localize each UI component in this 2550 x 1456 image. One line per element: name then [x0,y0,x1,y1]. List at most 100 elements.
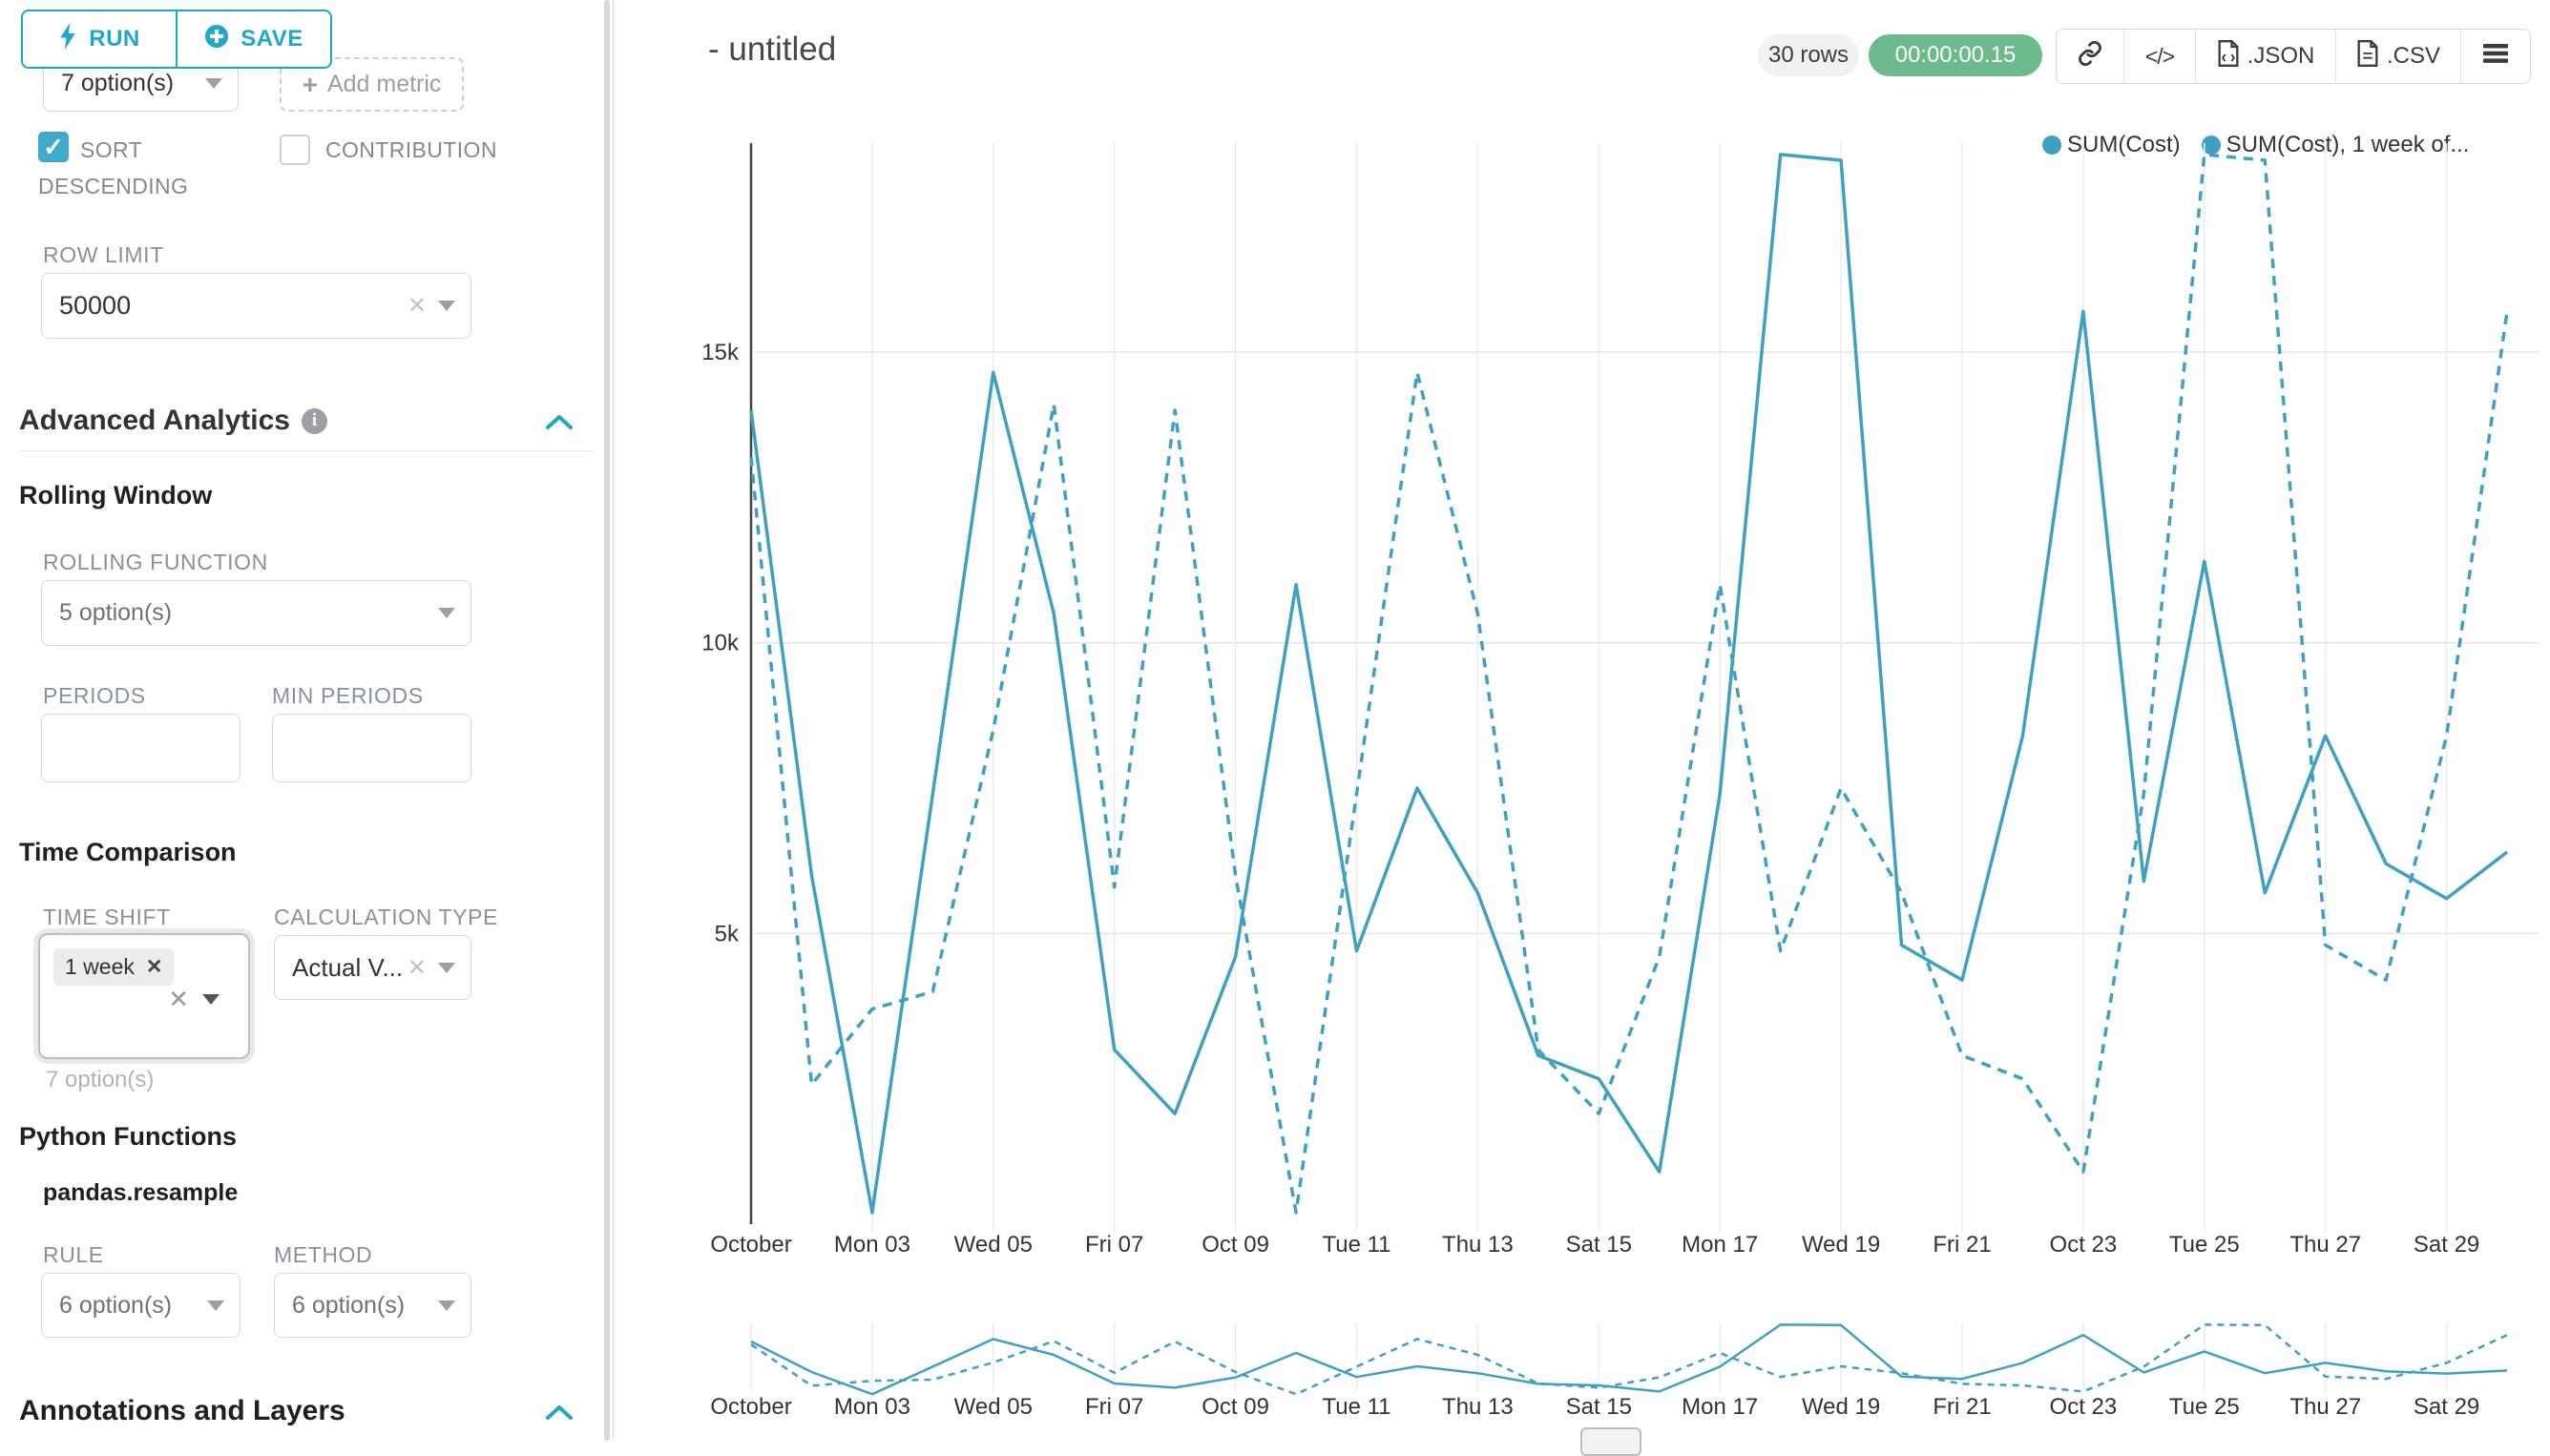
svg-text:Oct 09: Oct 09 [1202,1394,1269,1420]
calculation-type-value: Actual V... [292,952,404,982]
svg-text:Wed 19: Wed 19 [1802,1394,1880,1420]
chevron-down-icon [438,301,455,311]
rule-select[interactable]: 6 option(s) [41,1273,240,1338]
svg-text:October: October [710,1394,791,1420]
clear-icon[interactable]: ✕ [407,293,427,319]
row-limit-select[interactable]: 50000 ✕ [41,273,471,339]
chart-menu-button[interactable] [2460,30,2530,83]
save-button-label: SAVE [240,26,303,52]
chart-title[interactable]: - untitled [708,31,837,68]
time-series-chart[interactable]: 5k 10k 15k October Mon 03 Wed 05 Fri 07 Oct 09 T… [620,124,2550,1279]
svg-text:Tue 11: Tue 11 [1322,1394,1390,1420]
add-metric-button[interactable]: + Add metric [280,57,464,112]
clear-icon[interactable]: ✕ [168,985,189,1013]
link-icon [2077,40,2103,73]
clear-icon[interactable]: ✕ [407,954,427,981]
copy-link-button[interactable] [2057,30,2123,83]
export-csv-button[interactable]: .CSV [2335,30,2460,83]
min-periods-label: MIN PERIODS [272,683,424,708]
run-button[interactable]: RUN [23,11,176,67]
chart-legend: SUM(Cost) SUM(Cost), 1 week of... [2042,132,2469,158]
chevron-down-icon [207,1300,224,1311]
time-shift-select[interactable]: 1 week ✕ ✕ [38,933,250,1059]
rolling-window-title: Rolling Window [19,481,213,510]
svg-text:Sat 29: Sat 29 [2414,1394,2479,1420]
svg-text:Fri 21: Fri 21 [1933,1394,1991,1420]
legend-label: SUM(Cost) [2067,132,2181,157]
hamburger-menu-icon [2483,43,2508,71]
mini-overview-chart[interactable]: October Mon 03 Wed 05 Fri 07 Oct 09 Tue 11 Thu… [620,1298,2550,1441]
svg-text:Mon 03: Mon 03 [834,1232,910,1258]
run-save-button-group: RUN SAVE [21,10,332,69]
embed-code-button[interactable]: </> [2123,30,2195,83]
svg-text:Fri 07: Fri 07 [1085,1232,1143,1258]
svg-text:Oct 23: Oct 23 [2050,1394,2118,1420]
svg-text:October: October [710,1232,791,1258]
svg-text:15k: 15k [701,340,740,365]
tag-remove-icon[interactable]: ✕ [145,956,163,978]
min-periods-input[interactable] [272,714,471,782]
svg-text:Wed 05: Wed 05 [954,1232,1033,1258]
chevron-up-icon[interactable] [546,1395,573,1427]
time-shift-label: TIME SHIFT [43,905,171,929]
rolling-function-select[interactable]: 5 option(s) [41,580,471,646]
run-button-label: RUN [89,26,140,52]
pandas-resample-label: pandas.resample [43,1179,239,1206]
save-button[interactable]: SAVE [176,11,330,67]
annotations-header[interactable]: Annotations and Layers [19,1395,594,1427]
annotations-title: Annotations and Layers [19,1395,345,1426]
legend-item-sum-cost-offset[interactable]: SUM(Cost), 1 week of... [2201,132,2469,158]
chevron-down-icon [438,1300,455,1311]
metrics-select-value: 7 option(s) [61,70,175,96]
rolling-function-label: ROLLING FUNCTION [43,550,268,574]
chevron-up-icon[interactable] [546,405,573,437]
legend-dot-icon [2042,135,2061,155]
advanced-analytics-header[interactable]: Advanced Analytics i [19,405,594,437]
method-label: METHOD [274,1242,373,1267]
svg-text:Sat 29: Sat 29 [2414,1232,2479,1258]
plus-circle-icon [204,24,229,55]
sort-label-line1: SORT [80,137,143,162]
svg-text:Sat 15: Sat 15 [1566,1394,1632,1420]
export-json-button[interactable]: .JSON [2195,30,2335,83]
rule-label: RULE [43,1242,104,1267]
code-icon: </> [2144,43,2175,69]
contribution-checkbox[interactable]: CONTRIBUTION [280,134,595,166]
sort-descending-checkbox[interactable]: ✓ SORT DESCENDING [38,132,267,198]
chevron-down-icon [205,78,222,89]
periods-input[interactable] [41,714,240,782]
lightning-icon [58,22,77,56]
chevron-down-icon [438,608,455,618]
svg-text:Fri 21: Fri 21 [1933,1232,1991,1258]
checkbox-checked-icon: ✓ [38,132,69,162]
plus-icon: + [302,69,318,99]
file-json-icon [2217,39,2240,73]
checkbox-unchecked-icon [280,135,310,165]
svg-text:Mon 17: Mon 17 [1682,1232,1758,1258]
row-limit-value: 50000 [59,291,132,320]
svg-text:Wed 19: Wed 19 [1802,1232,1880,1258]
svg-text:Wed 05: Wed 05 [954,1394,1033,1420]
time-comparison-title: Time Comparison [19,838,237,866]
svg-text:Thu 27: Thu 27 [2289,1232,2361,1258]
legend-item-sum-cost[interactable]: SUM(Cost) [2042,132,2181,158]
svg-text:Thu 13: Thu 13 [1442,1394,1514,1420]
export-csv-label: .CSV [2386,43,2440,69]
panel-scrollbar[interactable] [604,0,610,1441]
svg-text:Tue 11: Tue 11 [1322,1232,1390,1258]
zoom-handle[interactable] [1580,1427,1641,1456]
svg-text:Mon 03: Mon 03 [834,1394,910,1420]
svg-text:Thu 13: Thu 13 [1442,1232,1514,1258]
rows-badge: 30 rows [1758,34,1859,76]
info-icon: i [302,407,327,434]
svg-text:10k: 10k [701,631,740,656]
svg-text:Fri 07: Fri 07 [1085,1394,1143,1420]
legend-dot-icon [2201,135,2221,155]
svg-text:Oct 23: Oct 23 [2050,1232,2118,1258]
calculation-type-select[interactable]: Actual V... ✕ [274,935,471,1000]
sort-label-line2: DESCENDING [38,174,189,198]
timer-badge: 00:00:00.15 [1869,34,2042,76]
svg-text:Mon 17: Mon 17 [1682,1394,1758,1420]
svg-text:5k: 5k [715,921,740,946]
method-select[interactable]: 6 option(s) [274,1273,471,1338]
